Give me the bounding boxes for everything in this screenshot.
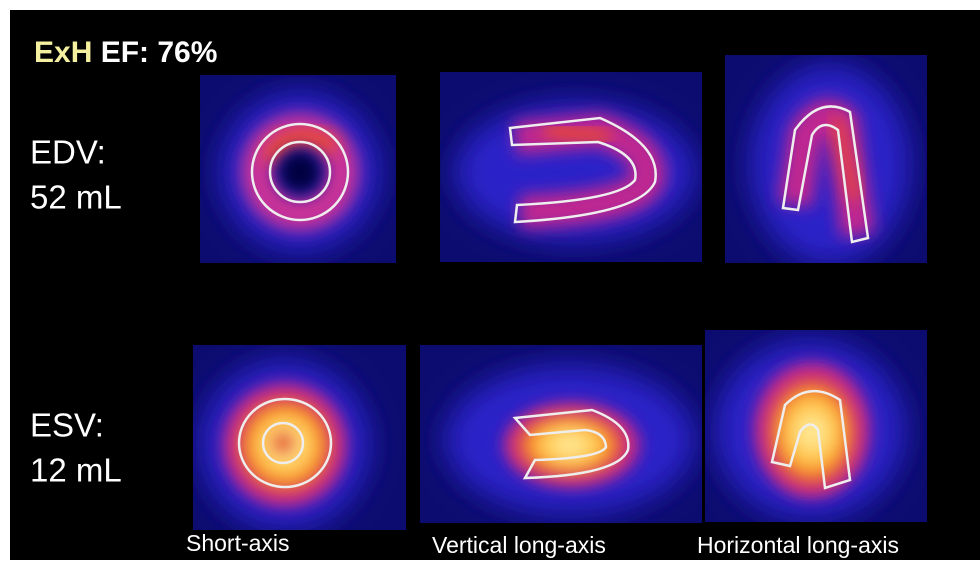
esv-horizontal-long-axis-image: [705, 330, 927, 522]
caption: Short-axis: [186, 530, 290, 556]
title-tag: ExH: [34, 36, 92, 69]
esv-vertical-long-axis-image: [420, 345, 702, 523]
esv-value: 12 mL: [30, 452, 122, 489]
page: ExH EF: 76% EDV: 52 mL ESV: 12 mL Short-…: [0, 0, 980, 569]
title: ExH EF: 76%: [34, 36, 217, 69]
caption: Horizontal long-axis: [697, 532, 899, 558]
edv-label: EDV:: [30, 134, 106, 171]
esv-short-axis-image: [193, 345, 406, 530]
edv-vertical-long-axis-image: [440, 72, 702, 262]
esv-label: ESV:: [30, 407, 104, 444]
figure: ExH EF: 76% EDV: 52 mL ESV: 12 mL Short-…: [0, 0, 980, 569]
title-value: EF: 76%: [101, 36, 218, 69]
edv-horizontal-long-axis-image: [725, 55, 927, 265]
caption: Vertical long-axis: [432, 532, 606, 558]
edv-value: 52 mL: [30, 179, 122, 216]
edv-short-axis-image: [200, 75, 396, 263]
